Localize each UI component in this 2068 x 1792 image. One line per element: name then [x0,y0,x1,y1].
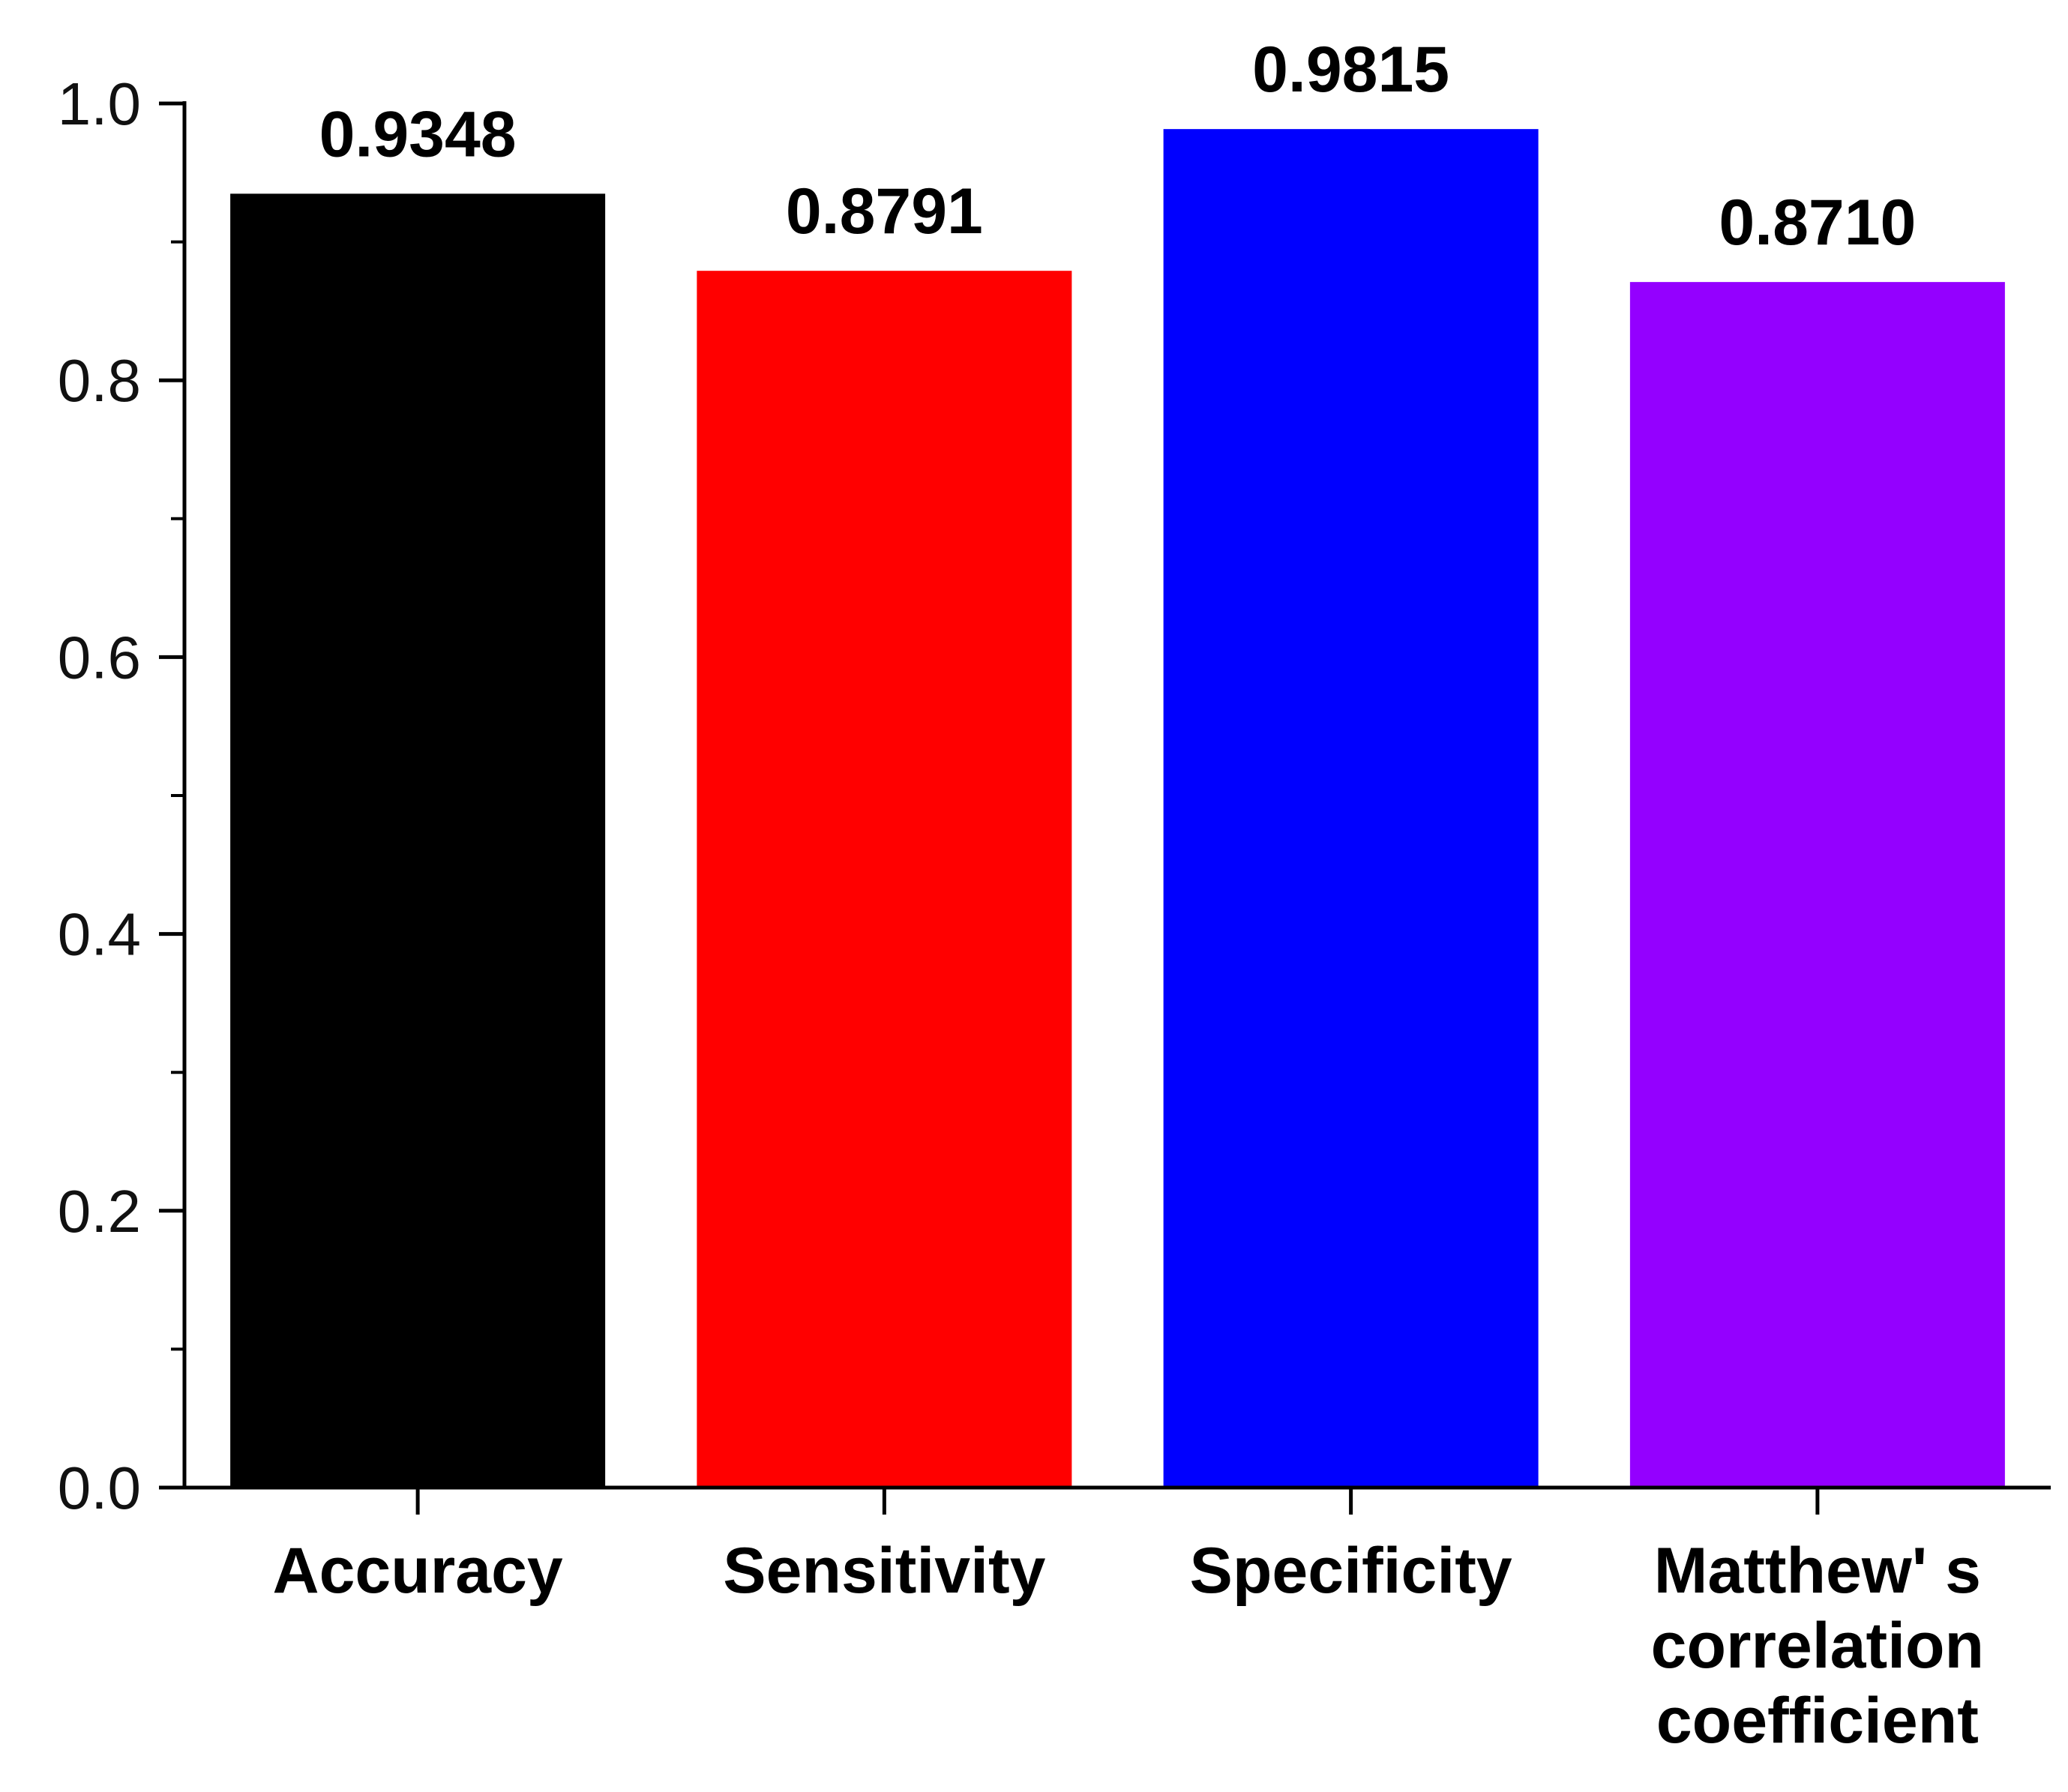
bar-4 [1629,282,2005,1488]
value-label-4: 0.8710 [1719,187,1916,259]
bar-3 [1163,129,1539,1488]
bar-2 [697,271,1072,1488]
category-label-4-line-3: coefficient [1656,1685,1979,1757]
y-tick-label-2: 0.2 [58,1178,141,1245]
value-label-3: 0.9815 [1252,34,1449,106]
value-label-1: 0.9348 [319,98,517,170]
category-label-2: Sensitivity [723,1535,1045,1607]
category-label-4-line-1: Matthew' s [1654,1535,1981,1607]
bars-layer [230,129,2005,1488]
category-label-3: Specificity [1190,1535,1512,1607]
y-tick-label-6: 1.0 [58,70,141,137]
y-tick-label-5: 0.8 [58,347,141,414]
axes-layer [159,101,2051,1515]
category-label-4-line-2: correlation [1651,1610,1984,1682]
bar-1 [230,193,606,1488]
category-label-1: Accuracy [272,1535,562,1607]
value-label-2: 0.8791 [786,175,983,247]
y-tick-label-4: 0.6 [58,624,141,691]
labels-layer: 0.9348 Accuracy 0.8791 Sensitivity 0.9815 Spe… [58,34,1984,1757]
y-tick-label-3: 0.4 [58,901,141,968]
y-tick-label-1: 0.0 [58,1455,141,1521]
